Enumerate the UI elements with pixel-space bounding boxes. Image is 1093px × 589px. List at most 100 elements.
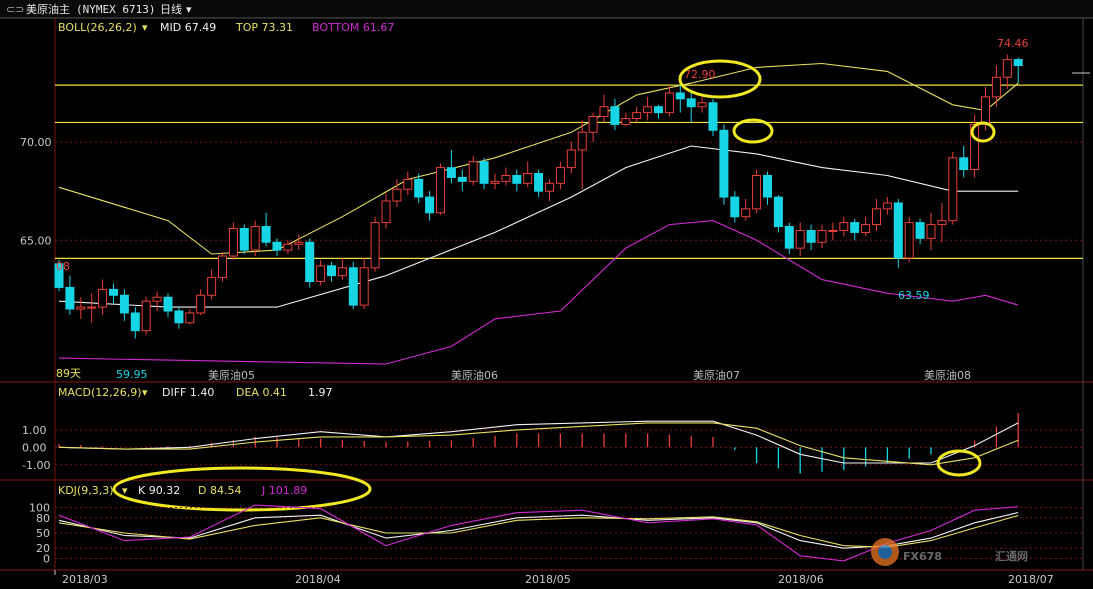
chevron-down-icon[interactable]: ▾ [186, 3, 192, 16]
candle [425, 191, 435, 221]
candle-body [686, 98, 696, 108]
candle-body [621, 118, 631, 125]
candle [348, 261, 358, 310]
link-icon[interactable]: ⊂⊃ [6, 3, 24, 16]
y-tick-label: 70.00 [20, 136, 52, 149]
macd-gridlines [55, 429, 1083, 466]
candle-body [272, 241, 282, 251]
candle [534, 169, 544, 198]
candle-body [403, 178, 413, 190]
candle-body [185, 312, 195, 324]
candle-body [425, 196, 435, 214]
candle [719, 124, 729, 205]
candle [839, 216, 849, 237]
candle-body [87, 306, 97, 309]
x-tick-label-2018-05: 2018/05 [525, 573, 571, 586]
macd-legend-dea: DEA 0.41 [236, 386, 287, 399]
candle [555, 161, 565, 190]
kdj-y-tick-label: 0 [43, 552, 50, 565]
candle [893, 199, 903, 268]
candle [316, 259, 326, 286]
candle-body [763, 174, 772, 198]
candle-body [632, 112, 642, 119]
candle-body [130, 312, 140, 332]
candle-body [446, 167, 456, 178]
candle-body [817, 229, 827, 243]
candle [392, 179, 402, 207]
kdj-y-tick-label: 100 [29, 502, 50, 515]
candle-body [98, 288, 108, 308]
candle [904, 216, 914, 262]
contract-label-05: 美原油05 [208, 368, 255, 382]
candle-body [316, 265, 326, 283]
candle [654, 104, 663, 119]
main-y-ticks: 70.00 65.00 [20, 136, 52, 247]
candle-body [872, 208, 881, 226]
x-tick-label-2018-04: 2018/04 [295, 573, 341, 586]
candle [566, 142, 576, 174]
candle-body [1002, 59, 1012, 78]
candle-body [76, 306, 86, 310]
macd-lines [58, 420, 1019, 466]
candle [239, 224, 249, 255]
period-selector[interactable]: 日线 [160, 2, 182, 16]
candle [294, 234, 304, 251]
watermark-brand: FX678 [903, 550, 942, 563]
candle [621, 112, 631, 127]
candle [272, 238, 282, 256]
candle [414, 173, 424, 203]
candle-body [610, 106, 620, 125]
candle-body [163, 296, 173, 312]
candle [436, 163, 445, 215]
candle-body [468, 161, 478, 182]
candle [119, 289, 129, 321]
watermark: FX678 汇通网 [871, 538, 1028, 566]
candle [109, 283, 118, 304]
boll-legend-name[interactable]: BOLL(26,26,2) [58, 21, 137, 34]
candle [708, 98, 718, 137]
candle [675, 85, 685, 113]
candle [1013, 57, 1023, 84]
chevron-down-icon[interactable]: ▾ [142, 21, 148, 34]
candle-body [512, 174, 522, 184]
candles [54, 54, 1023, 339]
candle-body [937, 220, 947, 226]
candle-body [784, 226, 794, 249]
candle-body [1013, 59, 1023, 66]
candle-body [545, 182, 554, 192]
kdj-legend-name[interactable]: KDJ(9,3,3) [58, 484, 114, 497]
candle-body [730, 196, 740, 218]
candle-body [795, 229, 805, 249]
candle-body [479, 161, 489, 184]
candle [337, 257, 347, 280]
candle [512, 169, 522, 192]
candle [861, 216, 871, 237]
candle [773, 195, 783, 233]
macd-legend-name[interactable]: MACD(12,26,9) [58, 386, 142, 399]
candle [305, 238, 315, 288]
contract-label-08: 美原油08 [924, 368, 971, 382]
candle-body [981, 96, 990, 125]
chevron-down-icon[interactable]: ▾ [122, 484, 128, 497]
candle-body [250, 226, 260, 251]
candle [403, 171, 413, 196]
candle-body [392, 188, 402, 202]
candle [130, 307, 140, 339]
highlight-ellipse-breakdown [732, 118, 774, 144]
candle [283, 240, 293, 255]
kdj-y-tick-label: 50 [36, 527, 50, 540]
candle [65, 275, 75, 315]
candle [937, 202, 947, 243]
candle [828, 222, 838, 241]
candle-body [152, 296, 162, 302]
low-annotation-6359: 63.59 [898, 289, 930, 302]
macd-dea-line [58, 422, 1019, 466]
candle [643, 96, 653, 121]
candle [610, 98, 620, 131]
candle-body [719, 129, 729, 198]
candle-body [839, 222, 849, 231]
chevron-down-icon[interactable]: ▾ [142, 386, 148, 399]
title-area: ⊂⊃ 美原油主 (NYMEX 6713) 日线 ▾ [6, 2, 192, 16]
